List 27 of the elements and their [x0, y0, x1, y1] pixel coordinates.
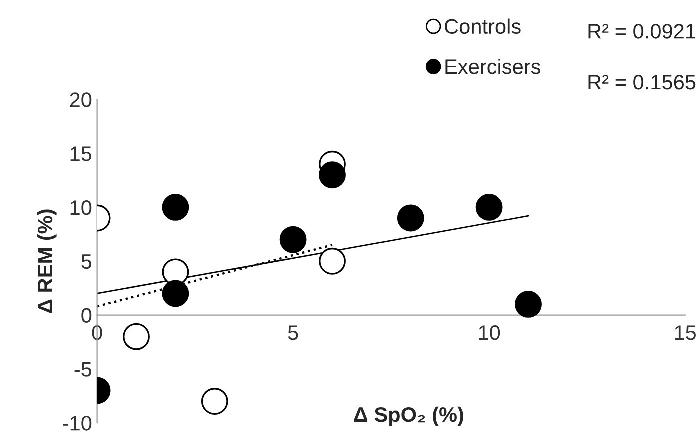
point: [397, 204, 424, 232]
y-tick-label: 10: [70, 200, 92, 216]
y-tick-label: 20: [70, 92, 92, 108]
point: [201, 388, 228, 415]
point: [319, 248, 346, 275]
x-tick-label: 10: [479, 326, 500, 340]
y-tick-label: -10: [63, 416, 92, 431]
legend-label: Exercisers: [446, 59, 540, 74]
legend-label: Controls: [445, 18, 521, 34]
point: [476, 194, 503, 221]
y-tick-label: -5: [74, 362, 92, 377]
text: R² = 0.1565: [588, 75, 696, 90]
text: R² = 0.0921: [588, 24, 696, 39]
point: [280, 226, 307, 254]
point: [162, 194, 190, 221]
point: [319, 162, 346, 189]
x-tick-label: 5: [288, 326, 298, 340]
y-tick-label: 0: [82, 308, 92, 324]
y-tick-label: 15: [70, 146, 92, 162]
y-tick-label: 5: [82, 254, 92, 270]
y-axis-title: Δ REM (%): [37, 210, 57, 314]
point: [515, 291, 542, 318]
point: [123, 323, 150, 350]
point: [162, 280, 190, 308]
x-axis-title: Δ SpO₂ (%): [354, 406, 464, 426]
x-tick-label: 0: [92, 326, 102, 340]
x-tick-label: 15: [675, 326, 696, 340]
